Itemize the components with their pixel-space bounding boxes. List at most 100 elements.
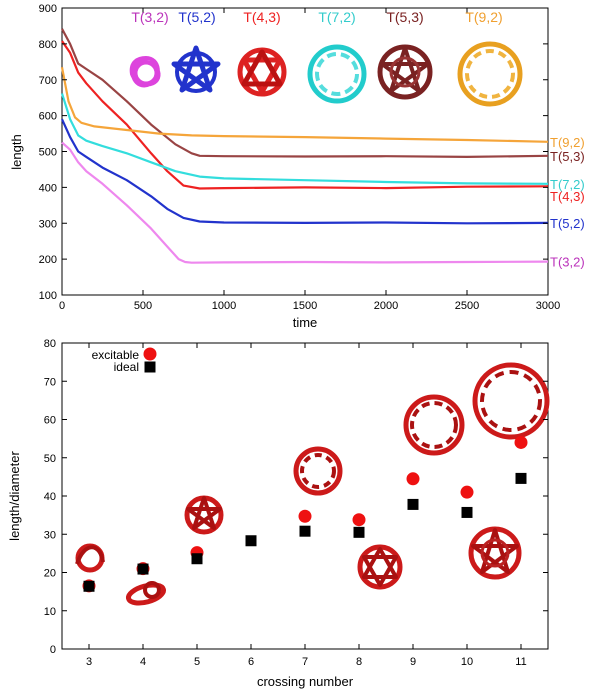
knot-4-crossing-icon	[125, 581, 167, 606]
end-label-t52: T(5,2)	[550, 216, 585, 231]
knot-t72-icon	[307, 44, 367, 104]
length-vs-time-chart: 0 500 1000 1500 2000 2500 3000 100 200 300 400 500…	[9, 3, 585, 330]
top-x-tick-label: 1500	[293, 300, 317, 312]
bottom-x-tick-label: 4	[140, 656, 146, 668]
point-excitable	[298, 509, 312, 523]
knot-8-crossing-icon	[357, 544, 403, 590]
top-x-tick-label: 2500	[455, 300, 479, 312]
top-y-tick-label: 900	[39, 3, 57, 15]
end-label-t92: T(9,2)	[550, 135, 585, 150]
top-y-tick-label: 700	[39, 75, 57, 87]
end-label-t32: T(3,2)	[550, 255, 585, 270]
bottom-y-tick-label: 60	[44, 415, 56, 427]
knot-t92-icon	[457, 41, 523, 107]
knot-3-crossing-icon	[75, 543, 105, 573]
bottom-x-tick-label: 8	[356, 656, 362, 668]
bottom-y-tick-label: 10	[44, 606, 56, 618]
top-end-labels: T(9,2)T(5,3) T(7,2)T(4,3) T(5,2) T(3,2)	[550, 135, 585, 270]
knot-t32-icon	[129, 55, 161, 88]
knot-7-crossing-icon	[293, 446, 343, 496]
point-ideal	[83, 580, 95, 592]
series-line-t72	[60, 93, 549, 185]
point-ideal	[461, 506, 473, 518]
bottom-x-ticks: 3 4 5 6 7 8 9 10 11	[86, 343, 527, 668]
top-y-tick-label: 200	[39, 254, 57, 266]
bottom-y-ticks: 0 10 20 30 40 50 60 70 80	[44, 338, 548, 656]
top-x-axis-label: time	[293, 315, 318, 330]
top-x-ticks: 0 500 1000 1500 2000 2500 3000	[59, 8, 560, 312]
bottom-y-axis-label: length/diameter	[7, 451, 22, 541]
legend-label-t43: T(4,3)	[243, 9, 280, 25]
series-line-t92	[60, 66, 549, 143]
bottom-y-tick-label: 70	[44, 376, 56, 388]
top-y-ticks: 100 200 300 400 500 600 700 800 900	[39, 3, 548, 302]
legend-label-t32: T(3,2)	[131, 9, 168, 25]
knot-11-crossing-icon	[472, 362, 550, 440]
knot-10-crossing-icon	[468, 526, 522, 580]
end-label-t53: T(5,3)	[550, 149, 585, 164]
knot-t53-icon	[377, 44, 433, 100]
point-ideal	[137, 563, 149, 575]
bottom-x-tick-label: 7	[302, 656, 308, 668]
legend-label-t53: T(5,3)	[386, 9, 423, 25]
end-label-t72: T(7,2)	[550, 177, 585, 192]
series-line-t53	[61, 28, 549, 158]
point-ideal	[515, 472, 527, 484]
knot-pictograms	[75, 362, 550, 606]
legend-label-t72: T(7,2)	[318, 9, 355, 25]
point-excitable	[514, 435, 528, 449]
legend-label-t52: T(5,2)	[178, 9, 215, 25]
point-excitable	[460, 485, 474, 499]
bottom-x-axis-label: crossing number	[257, 674, 354, 689]
bottom-x-tick-label: 11	[515, 656, 526, 668]
bottom-x-tick-label: 9	[410, 656, 416, 668]
point-excitable	[406, 472, 420, 486]
length-diameter-vs-crossing-chart: 3 4 5 6 7 8 9 10 11 0 10 20 30 40 50 60 70 80 crossing n…	[7, 338, 550, 689]
legend-label-t92: T(9,2)	[465, 9, 502, 25]
top-y-axis-label: length	[9, 134, 24, 169]
bottom-y-tick-label: 80	[44, 338, 56, 350]
bottom-x-tick-label: 10	[461, 656, 473, 668]
knot-9-crossing-icon	[403, 394, 465, 456]
series-line-t32	[61, 141, 549, 264]
top-y-tick-label: 600	[39, 111, 57, 123]
bottom-x-tick-label: 6	[248, 656, 254, 668]
bottom-x-tick-label: 3	[86, 656, 92, 668]
legend-label-ideal: ideal	[114, 360, 139, 374]
bottom-y-tick-label: 50	[44, 453, 56, 465]
top-legend: T(3,2) T(5,2) T(4,3) T(7,2) T(5,3) T(9,2…	[131, 9, 502, 25]
bottom-data-points	[82, 435, 528, 593]
bottom-y-tick-label: 20	[44, 568, 56, 580]
bottom-x-tick-label: 5	[194, 656, 200, 668]
end-label-t43: T(4,3)	[550, 189, 585, 204]
point-excitable	[352, 513, 366, 527]
bottom-y-tick-label: 30	[44, 529, 56, 541]
bottom-legend: excitable ideal	[92, 347, 157, 374]
legend-marker-ideal	[144, 361, 156, 373]
top-y-tick-label: 800	[39, 39, 57, 51]
torus-knot-pictograms	[129, 41, 523, 107]
top-y-tick-label: 100	[39, 290, 57, 302]
top-y-tick-label: 300	[39, 218, 57, 230]
top-x-tick-label: 3000	[536, 300, 560, 312]
legend-label-excitable: excitable	[92, 348, 140, 362]
point-ideal	[353, 526, 365, 538]
top-x-tick-label: 0	[59, 300, 65, 312]
top-y-tick-label: 500	[39, 147, 57, 159]
bottom-y-tick-label: 0	[50, 644, 56, 656]
bottom-y-tick-label: 40	[44, 491, 56, 503]
series-line-t43	[61, 40, 549, 190]
top-plot-frame	[61, 7, 549, 296]
knot-t43-icon	[237, 47, 287, 97]
top-y-tick-label: 400	[39, 182, 57, 194]
point-ideal	[299, 525, 311, 537]
point-ideal	[191, 553, 203, 565]
point-ideal	[245, 535, 257, 547]
legend-marker-excitable	[143, 347, 157, 361]
top-x-tick-label: 500	[134, 300, 152, 312]
top-x-tick-label: 2000	[374, 300, 398, 312]
knot-5-crossing-icon	[184, 495, 224, 535]
knot-t52-icon	[171, 45, 221, 93]
top-series-lines	[60, 28, 549, 264]
